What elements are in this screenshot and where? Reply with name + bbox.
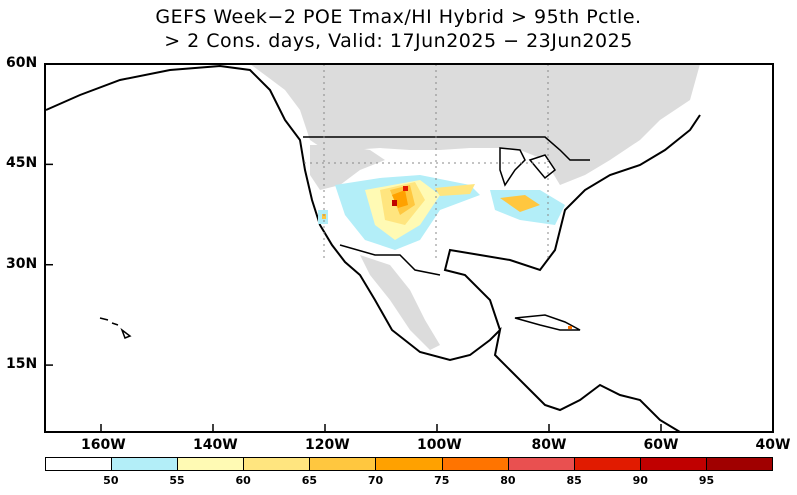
colorbar-swatch [640, 458, 707, 470]
lon-label: 60W [643, 437, 679, 453]
lon-label: 160W [81, 437, 126, 453]
colorbar-label: 50 [103, 474, 119, 487]
colorbar-label: 85 [566, 474, 582, 487]
lat-label: 60N [6, 55, 38, 71]
axis-ticks [45, 63, 774, 432]
colorbar-label: 70 [367, 474, 384, 487]
colorbar-swatch [178, 458, 245, 470]
colorbar-label: 60 [235, 474, 251, 487]
colorbar [45, 457, 773, 471]
graticule [304, 64, 549, 262]
island-hawaii [99, 317, 132, 339]
map-frame [44, 63, 774, 433]
colorbar-swatch [508, 458, 575, 470]
colorbar-swatch [244, 458, 311, 470]
colorbar-swatch [442, 458, 509, 470]
lon-label: 80W [531, 437, 567, 453]
lat-label: 30N [6, 255, 38, 272]
coastline-north-america [45, 64, 701, 433]
colorbar-swatch [112, 458, 179, 470]
lon-label: 140W [193, 437, 238, 453]
lat-label: 45N [6, 155, 38, 172]
colorbar-swatch [46, 458, 113, 470]
border-us-mexico [339, 244, 441, 276]
colorbar-swatch [310, 458, 377, 470]
masked-region-west [310, 145, 385, 190]
probability-patches [318, 175, 572, 329]
lon-label: 40W [755, 437, 791, 453]
colorbar-label: 95 [698, 474, 715, 487]
colorbar-swatch [574, 458, 641, 470]
lon-label: 120W [305, 437, 350, 453]
colorbar-label: 80 [500, 474, 516, 487]
lon-label: 100W [417, 437, 462, 453]
colorbar-label: 90 [632, 474, 648, 487]
colorbar-label: 55 [169, 474, 185, 487]
map-title-line1: GEFS Week−2 POE Tmax/HI Hybrid > 95th Pc… [155, 6, 642, 28]
colorbar-swatch [376, 458, 443, 470]
great-lakes [499, 147, 557, 187]
masked-region-north [250, 64, 700, 185]
map-title-line2: > 2 Cons. days, Valid: 17Jun2025 − 23Jun… [164, 30, 633, 52]
colorbar-label: 75 [434, 474, 450, 487]
island-cuba [514, 314, 581, 331]
colorbar-label: 65 [301, 474, 318, 487]
lat-label: 15N [6, 356, 38, 373]
border-us-canada [303, 136, 590, 161]
masked-region-mexico [360, 255, 440, 350]
colorbar-swatch [706, 458, 773, 470]
